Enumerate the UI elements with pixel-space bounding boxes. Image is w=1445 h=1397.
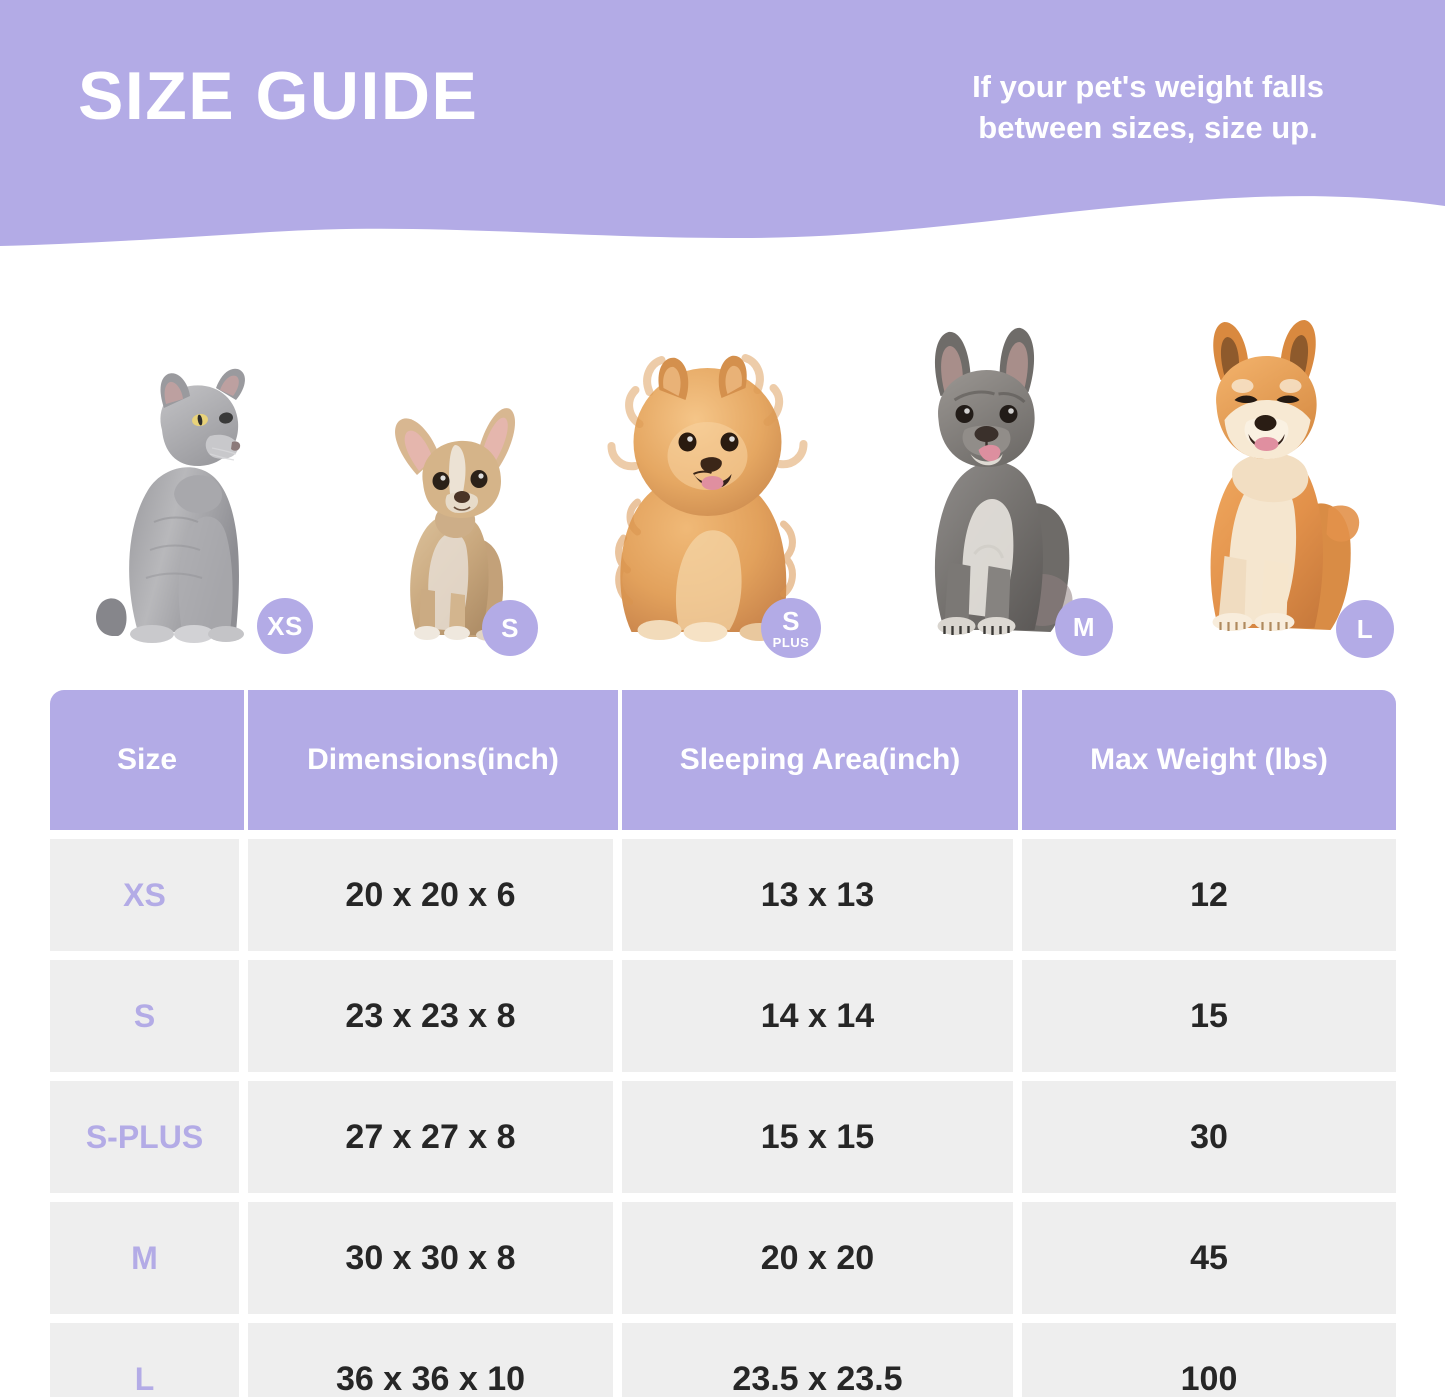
cell-sleeping-area: 15 x 15 (622, 1081, 1022, 1193)
cell-size: M (50, 1202, 248, 1314)
cell-max-weight: 45 (1022, 1202, 1396, 1314)
shiba-inu-sitting-orange-icon (1210, 320, 1360, 631)
cell-max-weight: 12 (1022, 839, 1396, 951)
french-bulldog-sitting-gray-icon (934, 327, 1073, 635)
cell-max-weight: 30 (1022, 1081, 1396, 1193)
size-badge-l: L (1336, 600, 1394, 658)
column-header-dimensions: Dimensions(inch) (248, 690, 622, 830)
cell-size: XS (50, 839, 248, 951)
size-badge-s-plus: S PLUS (761, 598, 821, 658)
pet-illustrations-row: XS (0, 262, 1445, 662)
size-badge-s-plus-label: S (782, 605, 800, 636)
column-header-max-weight: Max Weight (lbs) (1022, 690, 1396, 830)
cell-size: S (50, 960, 248, 1072)
cell-dimensions: 27 x 27 x 8 (248, 1081, 622, 1193)
size-badge-l-label: L (1356, 614, 1374, 644)
size-badge-s-label: S (501, 613, 519, 643)
table-row: S 23 x 23 x 8 14 x 14 15 (50, 960, 1396, 1072)
cell-sleeping-area: 23.5 x 23.5 (622, 1323, 1022, 1397)
table-header-row: Size Dimensions(inch) Sleeping Area(inch… (50, 690, 1396, 830)
page-title: SIZE GUIDE (78, 58, 479, 134)
cell-max-weight: 15 (1022, 960, 1396, 1072)
cell-size: S-PLUS (50, 1081, 248, 1193)
header-band: SIZE GUIDE If your pet's weight falls be… (0, 0, 1445, 260)
header-wave-shape (0, 0, 1445, 246)
cat-sitting-gray-icon (96, 368, 245, 643)
size-badge-m-label: M (1072, 612, 1096, 642)
header-note: If your pet's weight falls between sizes… (972, 69, 1324, 146)
pet-cell-s-plus: S PLUS (585, 262, 845, 662)
pet-cell-m: M (860, 262, 1120, 662)
size-badge-m: M (1055, 598, 1113, 656)
cell-dimensions: 30 x 30 x 8 (248, 1202, 622, 1314)
pet-cell-s: S (320, 262, 580, 662)
size-badge-xs: XS (257, 598, 313, 654)
table-row: XS 20 x 20 x 6 13 x 13 12 (50, 839, 1396, 951)
table-row: L 36 x 36 x 10 23.5 x 23.5 100 (50, 1323, 1396, 1397)
cell-sleeping-area: 13 x 13 (622, 839, 1022, 951)
chihuahua-sitting-tan-icon (395, 408, 516, 641)
cell-sleeping-area: 20 x 20 (622, 1202, 1022, 1314)
size-table: Size Dimensions(inch) Sleeping Area(inch… (50, 690, 1396, 1397)
size-badge-s-plus-sublabel: PLUS (772, 634, 810, 650)
cell-sleeping-area: 14 x 14 (622, 960, 1022, 1072)
cell-dimensions: 20 x 20 x 6 (248, 839, 622, 951)
table-row: S-PLUS 27 x 27 x 8 15 x 15 30 (50, 1081, 1396, 1193)
cell-size: L (50, 1323, 248, 1397)
pet-cell-l: L (1140, 262, 1400, 662)
pomeranian-sitting-orange-icon (607, 354, 808, 642)
cell-dimensions: 23 x 23 x 8 (248, 960, 622, 1072)
column-header-size: Size (50, 690, 248, 830)
column-header-sleeping-area: Sleeping Area(inch) (622, 690, 1022, 830)
cell-dimensions: 36 x 36 x 10 (248, 1323, 622, 1397)
size-badge-xs-label: XS (267, 611, 303, 641)
pet-cell-xs: XS (60, 262, 320, 662)
table-row: M 30 x 30 x 8 20 x 20 45 (50, 1202, 1396, 1314)
size-badge-s: S (482, 600, 538, 656)
cell-max-weight: 100 (1022, 1323, 1396, 1397)
